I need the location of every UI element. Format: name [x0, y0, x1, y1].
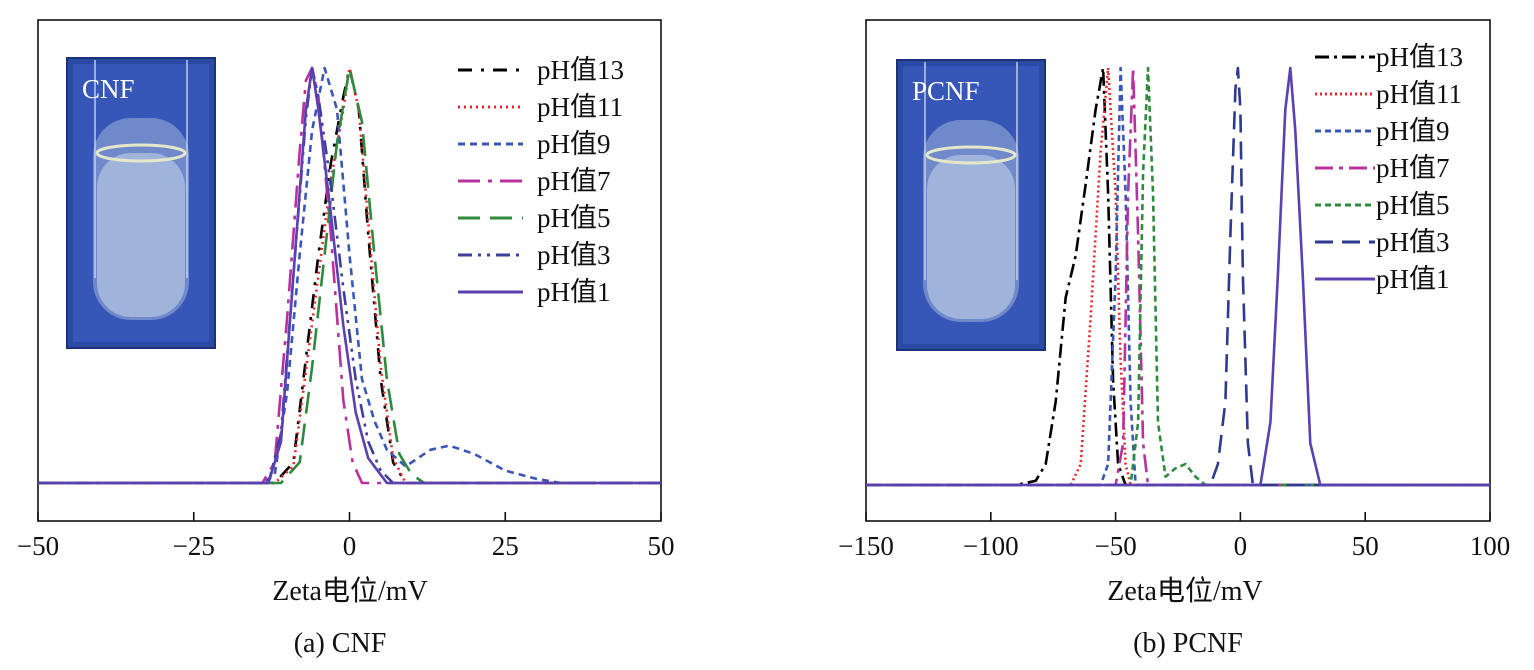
series-line-pH值1: [38, 66, 661, 485]
legend-label: pH值13: [1376, 42, 1463, 72]
chart-panel-b: PCNF pH值13 pH值11 pH值9 pH值7 pH值5 pH值3 pH值1 −150 −1…: [838, 19, 1511, 659]
series-line-pH值3: [866, 66, 1490, 487]
legend-label: pH值1: [537, 277, 611, 307]
series-line-pH值7: [866, 66, 1490, 487]
legend-label: pH值5: [537, 203, 611, 233]
x-tick-label: 50: [1352, 531, 1379, 561]
figure-caption: (a) CNF: [294, 628, 387, 659]
legend: pH值13 pH值11 pH值9 pH值7 pH值5 pH值3 pH值1: [1315, 42, 1463, 294]
x-tick-label: 50: [648, 531, 675, 561]
series-line-pH值9: [38, 66, 661, 485]
inset-vial-photo: PCNF: [896, 59, 1046, 351]
x-tick-label: 25: [492, 531, 519, 561]
x-tick-label: −25: [173, 531, 215, 561]
x-axis-label: Zeta电位/mV: [272, 575, 428, 607]
legend-label: pH值3: [537, 240, 611, 270]
inset-label: CNF: [82, 74, 135, 104]
plot-frame: [865, 19, 1491, 522]
x-tick-label: −100: [963, 531, 1019, 561]
legend-label: pH值11: [537, 92, 623, 122]
series-line-pH值1: [866, 66, 1490, 487]
legend-label: pH值9: [537, 129, 611, 159]
x-tick-label: 0: [1234, 531, 1248, 561]
series-line-pH值13: [866, 66, 1490, 487]
x-tick-label: −150: [838, 531, 894, 561]
legend-label: pH值5: [1376, 190, 1450, 220]
x-tick-label: 100: [1470, 531, 1511, 561]
legend-label: pH值1: [1376, 264, 1450, 294]
legend-label: pH值11: [1376, 79, 1462, 109]
series-line-pH值11: [866, 66, 1490, 487]
x-tick-label: 0: [343, 531, 357, 561]
x-axis-label: Zeta电位/mV: [1107, 575, 1263, 607]
legend-label: pH值7: [537, 166, 611, 196]
legend-label: pH值13: [537, 55, 624, 85]
x-tick-label: −50: [17, 531, 59, 561]
legend: pH值13 pH值11 pH值9 pH值7 pH值5 pH值3 pH值1: [458, 55, 624, 307]
series-line-pH值5: [866, 66, 1490, 487]
legend-label: pH值9: [1376, 116, 1450, 146]
chart-panel-a: CNF pH值13 pH值11 pH值9 pH值7 pH值5 pH值3 pH值1 −50 −25 0…: [17, 19, 675, 659]
legend-label: pH值3: [1376, 227, 1450, 257]
figure-caption: (b) PCNF: [1133, 628, 1243, 659]
inset-vial-photo: CNF: [66, 57, 216, 349]
inset-label: PCNF: [912, 76, 980, 106]
legend-label: pH值7: [1376, 153, 1450, 183]
x-tick-label: −50: [1094, 531, 1136, 561]
